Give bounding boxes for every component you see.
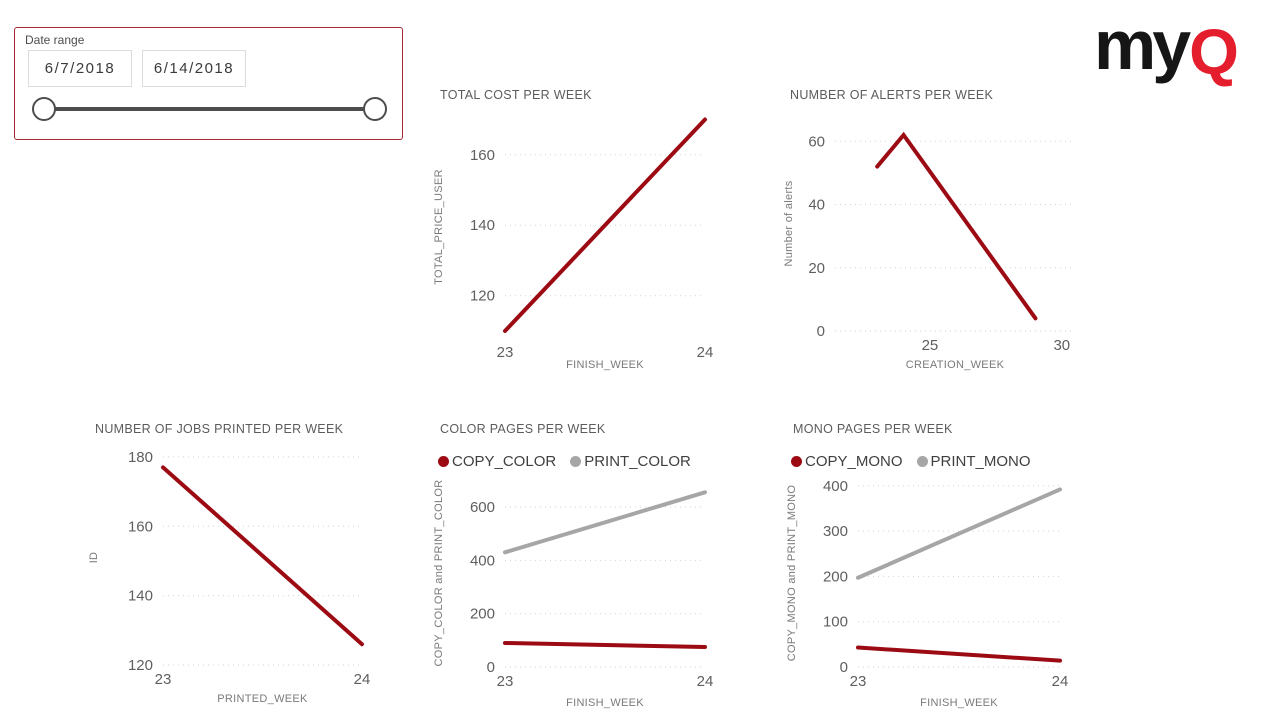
legend-item-print-color[interactable]: PRINT_COLOR xyxy=(570,453,691,470)
svg-text:23: 23 xyxy=(850,673,867,690)
svg-text:PRINTED_WEEK: PRINTED_WEEK xyxy=(217,693,308,705)
chart-plot-area: 0 20 40 60 25 30 CREATION_WEEK Number of alerts xyxy=(783,131,1075,371)
chart-color-pages-per-week[interactable]: COLOR PAGES PER WEEK COPY_COLOR PRINT_CO… xyxy=(430,416,735,716)
svg-text:FINISH_WEEK: FINISH_WEEK xyxy=(566,359,644,371)
svg-text:160: 160 xyxy=(128,518,153,535)
svg-text:600: 600 xyxy=(470,499,495,516)
svg-text:FINISH_WEEK: FINISH_WEEK xyxy=(920,697,998,709)
chart-mono-pages-per-week[interactable]: MONO PAGES PER WEEK COPY_MONO PRINT_MONO… xyxy=(783,416,1088,716)
chart-legend: COPY_MONO PRINT_MONO xyxy=(783,448,1088,474)
slider-handle-end[interactable] xyxy=(363,97,387,121)
svg-text:COPY_MONO and PRINT_MONO: COPY_MONO and PRINT_MONO xyxy=(786,485,798,662)
end-date-input[interactable]: 6/14/2018 xyxy=(142,50,246,87)
date-range-slicer: Date range 6/7/2018 6/14/2018 xyxy=(14,27,403,140)
svg-text:0: 0 xyxy=(840,659,848,676)
svg-text:180: 180 xyxy=(128,449,153,466)
svg-text:400: 400 xyxy=(823,478,848,495)
chart-legend: COPY_COLOR PRINT_COLOR xyxy=(430,448,735,474)
chart-plot-area: 120 140 160 180 23 24 PRINTED_WEEK ID xyxy=(88,449,371,705)
svg-text:0: 0 xyxy=(487,659,495,676)
chart-plot-area: 0 100 200 300 400 23 24 FINISH_WEEK COPY_MONO an… xyxy=(786,478,1069,709)
svg-text:120: 120 xyxy=(470,288,495,305)
logo-text-q: Q xyxy=(1189,16,1239,88)
svg-text:CREATION_WEEK: CREATION_WEEK xyxy=(906,359,1005,371)
legend-dot xyxy=(570,455,582,467)
svg-text:Number of alerts: Number of alerts xyxy=(783,180,795,266)
legend-dot xyxy=(791,455,802,467)
legend-label: PRINT_MONO xyxy=(930,452,1031,470)
svg-text:FINISH_WEEK: FINISH_WEEK xyxy=(566,697,644,709)
legend-dot xyxy=(438,455,449,467)
svg-text:20: 20 xyxy=(808,260,825,277)
chart-total-cost-per-week[interactable]: TOTAL COST PER WEEK 120 140 160 23 24 FINISH_… xyxy=(430,82,735,382)
svg-text:25: 25 xyxy=(922,337,939,354)
svg-text:24: 24 xyxy=(1052,673,1069,690)
svg-text:COPY_COLOR and PRINT_COLOR: COPY_COLOR and PRINT_COLOR xyxy=(433,480,445,667)
svg-text:24: 24 xyxy=(697,344,714,361)
legend-label: COPY_MONO xyxy=(805,452,903,470)
svg-text:ID: ID xyxy=(88,552,100,564)
chart-plot-area: 0 200 400 600 23 24 FINISH_WEEK COPY_COLOR and … xyxy=(433,480,714,709)
svg-text:140: 140 xyxy=(128,588,153,605)
chart-number-of-alerts-per-week[interactable]: NUMBER OF ALERTS PER WEEK 0 20 40 60 25 30 CRE… xyxy=(780,82,1085,382)
chart-title: TOTAL COST PER WEEK xyxy=(440,88,592,102)
svg-text:160: 160 xyxy=(470,147,495,164)
legend-label: COPY_COLOR xyxy=(452,452,557,470)
slider-handle-start[interactable] xyxy=(32,97,56,121)
svg-text:140: 140 xyxy=(470,217,495,234)
chart-plot-area: 120 140 160 23 24 FINISH_WEEK TOTAL_PRICE_USER xyxy=(433,117,714,371)
svg-text:23: 23 xyxy=(155,671,172,688)
svg-text:120: 120 xyxy=(128,657,153,674)
svg-text:60: 60 xyxy=(808,133,825,150)
svg-text:0: 0 xyxy=(817,323,825,340)
svg-text:300: 300 xyxy=(823,523,848,540)
myq-logo: myQ xyxy=(1094,10,1239,84)
chart-title: NUMBER OF ALERTS PER WEEK xyxy=(790,88,994,102)
svg-text:200: 200 xyxy=(470,606,495,623)
svg-text:100: 100 xyxy=(823,614,848,631)
svg-text:23: 23 xyxy=(497,673,514,690)
legend-dot xyxy=(916,455,928,467)
svg-text:40: 40 xyxy=(808,197,825,214)
svg-text:400: 400 xyxy=(470,552,495,569)
legend-item-print-mono[interactable]: PRINT_MONO xyxy=(916,452,1031,470)
svg-text:200: 200 xyxy=(823,568,848,585)
svg-text:23: 23 xyxy=(497,344,514,361)
chart-title: MONO PAGES PER WEEK xyxy=(793,422,953,436)
legend-item-copy-mono[interactable]: COPY_MONO xyxy=(791,453,903,470)
date-range-slider[interactable] xyxy=(15,94,402,140)
chart-title: COLOR PAGES PER WEEK xyxy=(440,422,606,436)
chart-title: NUMBER OF JOBS PRINTED PER WEEK xyxy=(95,422,344,436)
slicer-label: Date range xyxy=(25,33,85,47)
svg-text:TOTAL_PRICE_USER: TOTAL_PRICE_USER xyxy=(433,169,445,285)
svg-text:24: 24 xyxy=(697,673,714,690)
slider-track[interactable] xyxy=(44,107,375,111)
svg-text:24: 24 xyxy=(354,671,371,688)
start-date-input[interactable]: 6/7/2018 xyxy=(28,50,132,87)
svg-text:30: 30 xyxy=(1053,337,1070,354)
legend-label: PRINT_COLOR xyxy=(584,452,691,470)
chart-number-of-jobs-printed-per-week[interactable]: NUMBER OF JOBS PRINTED PER WEEK 120 140 16… xyxy=(85,416,397,716)
legend-item-copy-color[interactable]: COPY_COLOR xyxy=(438,453,556,470)
logo-text-my: my xyxy=(1094,6,1191,84)
